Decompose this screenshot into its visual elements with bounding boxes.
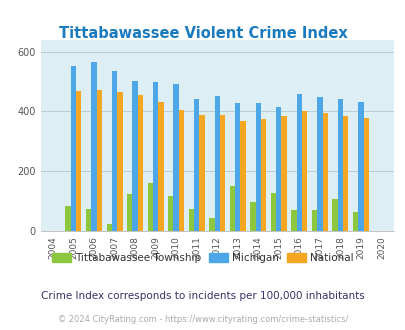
Bar <box>301 112 307 231</box>
Bar <box>91 62 96 231</box>
Bar <box>76 91 81 231</box>
Bar <box>112 71 117 231</box>
Bar <box>337 99 342 231</box>
Bar <box>234 103 240 231</box>
Bar <box>194 99 199 231</box>
Bar <box>342 116 347 231</box>
Bar <box>363 118 368 231</box>
Bar <box>70 66 76 231</box>
Bar <box>316 97 322 231</box>
Bar <box>255 103 260 231</box>
Bar <box>249 202 255 231</box>
Bar <box>275 108 281 231</box>
Bar <box>357 102 363 231</box>
Bar <box>220 115 225 231</box>
Bar <box>173 84 178 231</box>
Bar <box>229 185 234 231</box>
Bar <box>137 95 143 231</box>
Text: Crime Index corresponds to incidents per 100,000 inhabitants: Crime Index corresponds to incidents per… <box>41 291 364 301</box>
Bar <box>214 95 220 231</box>
Bar <box>270 193 275 231</box>
Bar <box>132 82 137 231</box>
Bar <box>352 212 357 231</box>
Bar <box>199 115 204 231</box>
Bar <box>117 92 122 231</box>
Bar <box>322 113 327 231</box>
Bar <box>260 118 266 231</box>
Bar <box>127 194 132 231</box>
Bar <box>65 206 70 231</box>
Bar <box>332 199 337 231</box>
Bar <box>168 196 173 231</box>
Bar <box>153 82 158 231</box>
Bar <box>96 90 102 231</box>
Bar <box>209 218 214 231</box>
Text: © 2024 CityRating.com - https://www.cityrating.com/crime-statistics/: © 2024 CityRating.com - https://www.city… <box>58 315 347 324</box>
Bar <box>147 183 153 231</box>
Bar <box>240 121 245 231</box>
Legend: Tittabawassee Township, Michigan, National: Tittabawassee Township, Michigan, Nation… <box>48 248 357 267</box>
Bar <box>311 210 316 231</box>
Bar <box>178 110 184 231</box>
Bar <box>291 210 296 231</box>
Bar <box>106 223 112 231</box>
Bar <box>158 102 163 231</box>
Bar <box>86 210 91 231</box>
Bar <box>296 94 301 231</box>
Bar <box>188 209 194 231</box>
Text: Tittabawassee Violent Crime Index: Tittabawassee Violent Crime Index <box>58 26 347 41</box>
Bar <box>281 116 286 231</box>
